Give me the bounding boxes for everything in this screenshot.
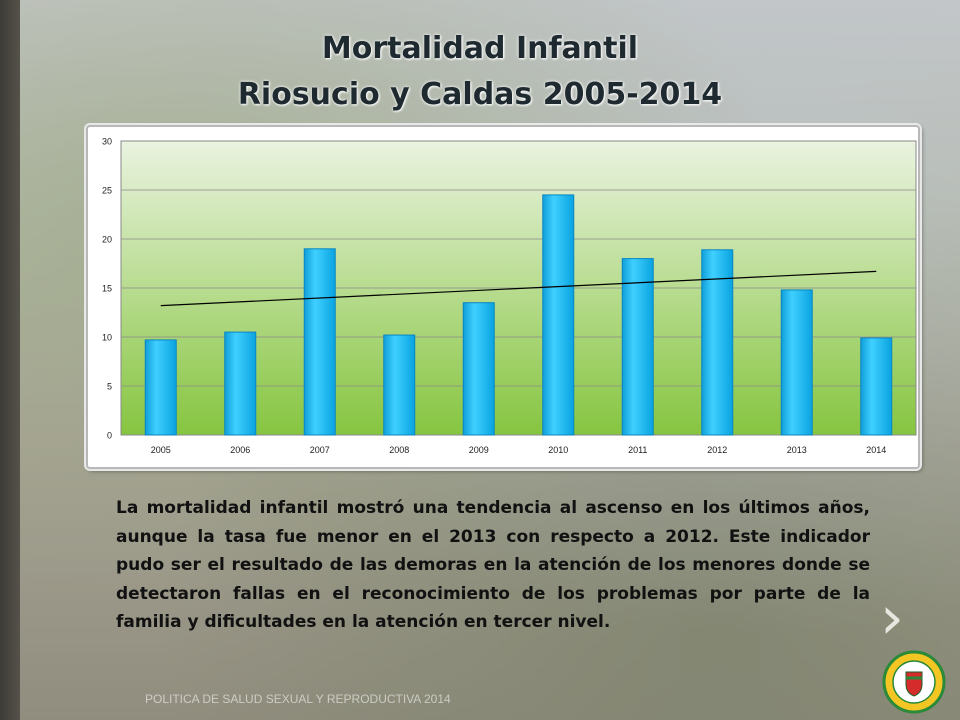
y-tick-label: 10: [102, 333, 112, 343]
title-line-1: Mortalidad Infantil: [321, 31, 639, 66]
x-tick-label: 2011: [628, 445, 647, 455]
bar-chart: 0 5 10 15 20 25 30 2005 2006 2007 2008 2009 2010 201…: [102, 137, 917, 455]
y-tick-label: 25: [102, 186, 112, 196]
bar-2013: [780, 289, 813, 436]
x-tick-label: 2006: [230, 445, 250, 455]
bar-2009: [462, 302, 495, 436]
x-tick-label: 2014: [866, 445, 886, 455]
footer-text: POLITICA DE SALUD SEXUAL Y REPRODUCTIVA …: [145, 692, 451, 706]
bar-2011: [621, 258, 654, 436]
title-line-2: Riosucio y Caldas 2005-2014: [237, 77, 723, 112]
x-axis: 2005 2006 2007 2008 2009 2010 2011 2012 2013 2014: [151, 445, 887, 455]
x-tick-label: 2008: [389, 445, 409, 455]
bars: [144, 194, 893, 436]
bar-2012: [701, 249, 734, 436]
y-axis: 0 5 10 15 20 25 30: [102, 137, 112, 441]
bar-2010: [542, 194, 575, 436]
left-accent-bar: [0, 0, 20, 720]
x-tick-label: 2010: [548, 445, 568, 455]
y-tick-label: 5: [107, 382, 112, 392]
y-tick-label: 15: [102, 284, 112, 294]
x-tick-label: 2009: [469, 445, 489, 455]
bar-2014: [860, 337, 893, 436]
trendline: [160, 270, 877, 307]
x-tick-label: 2012: [707, 445, 727, 455]
next-slide-icon[interactable]: ›: [880, 583, 904, 653]
municipal-logo-icon: [882, 650, 946, 714]
x-tick-label: 2005: [151, 445, 171, 455]
x-tick-label: 2013: [787, 445, 807, 455]
bar-2006: [224, 331, 257, 436]
y-tick-label: 30: [102, 137, 112, 147]
y-tick-label: 0: [107, 431, 112, 441]
bar-2007: [303, 248, 336, 436]
description-text: La mortalidad infantil mostró una tenden…: [116, 498, 870, 632]
y-tick-label: 20: [102, 235, 112, 245]
bar-2005: [144, 339, 177, 436]
x-tick-label: 2007: [310, 445, 330, 455]
bar-2008: [383, 334, 416, 436]
chart-container: 0 5 10 15 20 25 30 2005 2006 2007 2008 2009 2010 201…: [86, 125, 920, 469]
slide-title: Mortalidad Infantil Riosucio y Caldas 20…: [140, 26, 820, 118]
